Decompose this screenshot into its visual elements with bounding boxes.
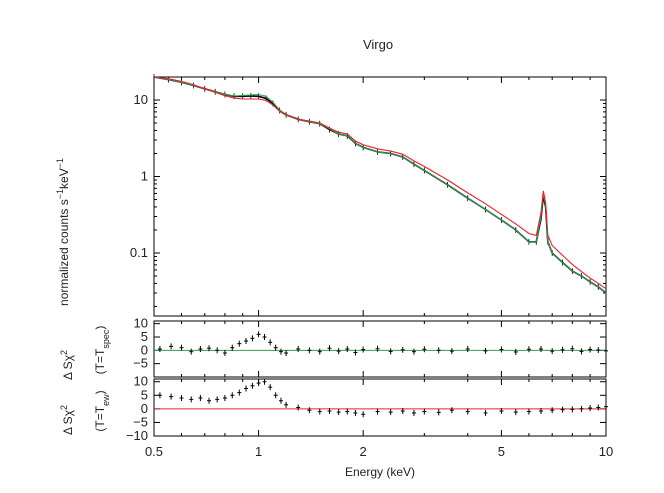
ylabel-sup2: −1 <box>55 158 65 168</box>
ylabel-paren2: ) <box>93 390 107 394</box>
panel-frame <box>153 76 607 317</box>
ylabel-paren1: (T=T <box>93 348 107 374</box>
y-tick-label: −5 <box>133 356 148 371</box>
model_spec-series-line <box>153 76 607 294</box>
ylabel-sup: 2 <box>59 405 69 410</box>
panel-frame <box>153 320 607 378</box>
y-tick-label: 10 <box>134 374 148 389</box>
ylabel-main: Δ Sχ <box>61 409 75 435</box>
ylabel-paren1: (T=T <box>93 405 107 431</box>
spectrum-y-axis-label: normalized counts s−1keV−1 <box>55 158 71 306</box>
spectrum-panel: 0.1 1 10 <box>130 74 607 317</box>
residuals-spec-y-label-a: Δ Sχ2 <box>59 350 75 380</box>
x-tick-label: 0.5 <box>145 444 163 459</box>
x-axis-ticks: 0.5 1 2 5 10 <box>145 77 613 459</box>
ylabel-sup1: −1 <box>55 189 65 199</box>
ylabel-main: normalized counts s <box>57 199 71 306</box>
y-tick-label: 1 <box>141 169 148 184</box>
y-tick-label: 0 <box>141 401 148 416</box>
y-tick-label: 10 <box>134 92 148 107</box>
ylabel-paren2: ) <box>93 326 107 330</box>
y-tick-label: 5 <box>141 387 148 402</box>
ylabel-sub: ew <box>101 394 111 406</box>
residuals-ew-y-label-b: (T=Tew) <box>93 390 111 431</box>
y-tick-label: 10 <box>134 316 148 331</box>
x-axis-label: Energy (keV) <box>345 465 415 479</box>
ylabel-sup: 2 <box>59 350 69 355</box>
y-tick-label: 0.1 <box>130 245 148 260</box>
y-tick-label: 5 <box>141 329 148 344</box>
y-tick-label: −5 <box>133 414 148 429</box>
x-tick-label: 5 <box>498 444 505 459</box>
y-tick-label: −10 <box>126 428 148 443</box>
data-series-line <box>153 76 607 294</box>
ylabel-main: Δ Sχ <box>61 354 75 380</box>
residuals-ew-y-label-a: Δ Sχ2 <box>59 405 75 435</box>
x-tick-label: 2 <box>360 444 367 459</box>
model_ew-series-line <box>153 76 607 290</box>
ylabel-sub: spec <box>101 329 111 349</box>
residuals-spec-y-label-b: (T=Tspec) <box>93 326 111 375</box>
ylabel-mid: keV <box>57 168 71 189</box>
chart-title: Virgo <box>363 37 393 52</box>
x-tick-label: 10 <box>599 444 613 459</box>
x-tick-label: 1 <box>255 444 262 459</box>
y-tick-label: 0 <box>141 342 148 357</box>
panel-frame <box>153 378 607 437</box>
